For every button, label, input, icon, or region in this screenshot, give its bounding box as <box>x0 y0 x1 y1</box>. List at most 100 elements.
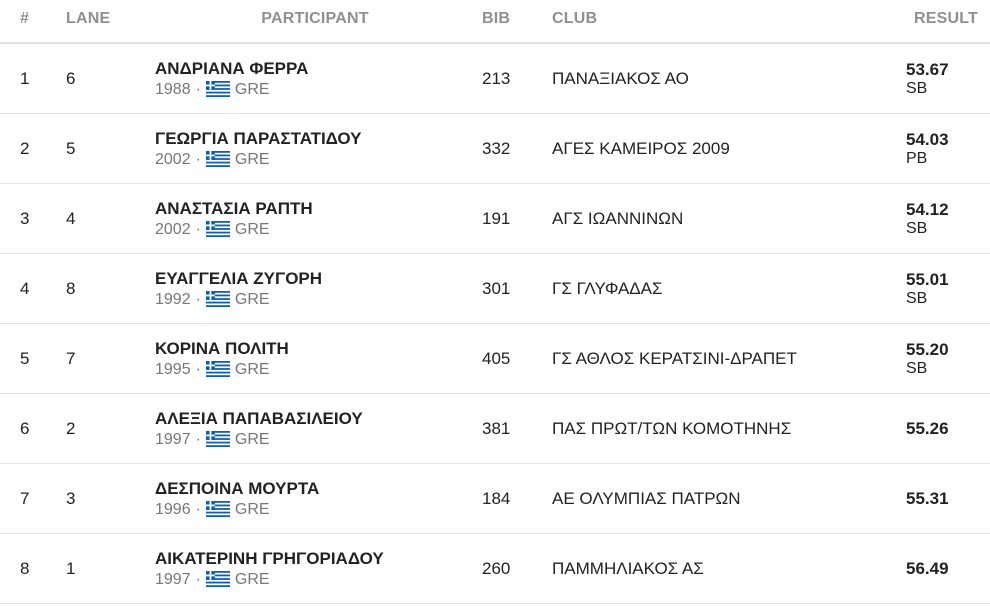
result-cell: 55.26 <box>906 394 986 463</box>
lane-value: 7 <box>66 348 76 368</box>
result-cell: 54.12 SB <box>906 184 986 253</box>
table-row[interactable]: 7 3 ΔΕΣΠΟΙΝΑ ΜΟΥΡΤΑ 1996 · GRE 1 <box>0 464 990 534</box>
position-value: 6 <box>20 418 30 438</box>
table-row[interactable]: 1 6 ΑΝΔΡΙΑΝΑ ΦΕΡΡΑ 1988 · GRE 21 <box>0 44 990 114</box>
table-body: 1 6 ΑΝΔΡΙΑΝΑ ΦΕΡΡΑ 1988 · GRE 2 1 <box>0 44 990 604</box>
club-cell: ΓΣ ΑΘΛΟΣ ΚΕΡΑΤΣΙΝΙ-ΔΡΑΠΕΤ <box>552 324 892 393</box>
participant-name[interactable]: ΑΝΔΡΙΑΝΑ ΦΕΡΡΑ <box>155 58 309 78</box>
participant-cell: ΑΝΑΣΤΑΣΙΑ ΡΑΠΤΗ 2002 · GRE <box>155 184 475 253</box>
lane-cell: 6 <box>66 44 126 113</box>
bib-value: 301 <box>482 278 511 298</box>
club-name: ΑΕ ΟΛΥΜΠΙΑΣ ΠΑΤΡΩΝ <box>552 488 741 508</box>
lane-value: 3 <box>66 488 76 508</box>
participant-cell: ΔΕΣΠΟΙΝΑ ΜΟΥΡΤΑ 1996 · GRE <box>155 464 475 533</box>
lane-cell: 5 <box>66 114 126 183</box>
result-time: 53.67 <box>906 59 949 79</box>
club-cell: ΠΑΣ ΠΡΩΤ/ΤΩΝ ΚΟΜΟΤΗΝΗΣ <box>552 394 892 463</box>
separator: · <box>195 80 201 98</box>
position-value: 2 <box>20 138 30 158</box>
result-note: SB <box>906 219 928 237</box>
table-row[interactable]: 4 8 ΕΥΑΓΓΕΛΙΑ ΖΥΓΟΡΗ 1992 · GRE <box>0 254 990 324</box>
header-result[interactable]: RESULT <box>913 10 978 27</box>
lane-value: 4 <box>66 208 76 228</box>
birth-year: 1997 <box>155 570 191 588</box>
position-value: 5 <box>20 348 30 368</box>
position-value: 8 <box>20 558 30 578</box>
birth-year: 1992 <box>155 290 191 308</box>
result-time: 55.20 <box>906 339 949 359</box>
participant-name[interactable]: ΑΝΑΣΤΑΣΙΑ ΡΑΠΤΗ <box>155 198 313 218</box>
participant-meta: 1995 · GRE <box>155 359 270 380</box>
table-row[interactable]: 6 2 ΑΛΕΞΙΑ ΠΑΠΑΒΑΣΙΛΕΙΟΥ 1997 · GRE <box>0 394 990 464</box>
bib-cell: 301 <box>482 254 542 323</box>
header-lane[interactable]: LANE <box>66 10 111 27</box>
birth-year: 1997 <box>155 430 191 448</box>
participant-cell: ΑΛΕΞΙΑ ΠΑΠΑΒΑΣΙΛΕΙΟΥ 1997 · GRE <box>155 394 475 463</box>
participant-meta: 2002 · GRE <box>155 149 270 170</box>
club-name: ΠΑΣ ΠΡΩΤ/ΤΩΝ ΚΟΜΟΤΗΝΗΣ <box>552 418 792 438</box>
lane-cell: 8 <box>66 254 126 323</box>
participant-name[interactable]: ΑΛΕΞΙΑ ΠΑΠΑΒΑΣΙΛΕΙΟΥ <box>155 408 363 428</box>
club-name: ΠΑΝΑΞΙΑΚΟΣ ΑΟ <box>552 68 689 88</box>
participant-meta: 2002 · GRE <box>155 219 270 240</box>
participant-cell: ΑΝΔΡΙΑΝΑ ΦΕΡΡΑ 1988 · GRE <box>155 44 475 113</box>
bib-value: 381 <box>482 418 511 438</box>
position-value: 3 <box>20 208 30 228</box>
bib-cell: 191 <box>482 184 542 253</box>
result-time: 54.03 <box>906 129 949 149</box>
greece-flag-icon <box>205 291 230 307</box>
result-note: SB <box>906 79 928 97</box>
header-club[interactable]: CLUB <box>552 10 598 27</box>
lane-value: 6 <box>66 68 76 88</box>
country-code: GRE <box>234 430 270 448</box>
lane-cell: 3 <box>66 464 126 533</box>
birth-year: 2002 <box>155 150 191 168</box>
club-name: ΠΑΜΜΗΛΙΑΚΟΣ ΑΣ <box>552 558 704 578</box>
lane-cell: 2 <box>66 394 126 463</box>
participant-name[interactable]: ΕΥΑΓΓΕΛΙΑ ΖΥΓΟΡΗ <box>155 268 323 288</box>
bib-cell: 260 <box>482 534 542 603</box>
header-position[interactable]: # <box>20 10 30 27</box>
result-note: SB <box>906 289 928 307</box>
table-header: # LANE PARTICIPANT BIB CLUB RESULT <box>0 0 990 44</box>
position-cell: 3 <box>20 184 50 253</box>
greece-flag-icon <box>205 221 230 237</box>
bib-value: 184 <box>482 488 511 508</box>
position-cell: 5 <box>20 324 50 393</box>
position-value: 1 <box>20 68 30 88</box>
header-participant[interactable]: PARTICIPANT <box>261 10 369 27</box>
birth-year: 1996 <box>155 500 191 518</box>
participant-cell: ΓΕΩΡΓΙΑ ΠΑΡΑΣΤΑΤΙΔΟΥ 2002 · GRE <box>155 114 475 183</box>
club-cell: ΑΓΣ ΙΩΑΝΝΙΝΩΝ <box>552 184 892 253</box>
country-code: GRE <box>234 220 270 238</box>
birth-year: 2002 <box>155 220 191 238</box>
greece-flag-icon <box>205 361 230 377</box>
bib-cell: 332 <box>482 114 542 183</box>
birth-year: 1995 <box>155 360 191 378</box>
result-note: PB <box>906 149 928 167</box>
participant-name[interactable]: ΚΟΡΙΝΑ ΠΟΛΙΤΗ <box>155 338 289 358</box>
position-value: 7 <box>20 488 30 508</box>
table-row[interactable]: 8 1 ΑΙΚΑΤΕΡΙΝΗ ΓΡΗΓΟΡΙΑΔΟΥ 1997 · GRE <box>0 534 990 604</box>
greece-flag-icon <box>205 431 230 447</box>
participant-name[interactable]: ΑΙΚΑΤΕΡΙΝΗ ΓΡΗΓΟΡΙΑΔΟΥ <box>155 548 384 568</box>
header-bib[interactable]: BIB <box>482 10 511 27</box>
table-row[interactable]: 2 5 ΓΕΩΡΓΙΑ ΠΑΡΑΣΤΑΤΙΔΟΥ 2002 · GRE <box>0 114 990 184</box>
club-cell: ΓΣ ΓΛΥΦΑΔΑΣ <box>552 254 892 323</box>
lane-cell: 4 <box>66 184 126 253</box>
participant-cell: ΕΥΑΓΓΕΛΙΑ ΖΥΓΟΡΗ 1992 · GRE <box>155 254 475 323</box>
participant-meta: 1988 · GRE <box>155 79 270 100</box>
bib-cell: 213 <box>482 44 542 113</box>
separator: · <box>195 150 201 168</box>
participant-cell: ΑΙΚΑΤΕΡΙΝΗ ΓΡΗΓΟΡΙΑΔΟΥ 1997 · GRE <box>155 534 475 603</box>
table-row[interactable]: 5 7 ΚΟΡΙΝΑ ΠΟΛΙΤΗ 1995 · GRE 405 <box>0 324 990 394</box>
participant-name[interactable]: ΓΕΩΡΓΙΑ ΠΑΡΑΣΤΑΤΙΔΟΥ <box>155 128 362 148</box>
country-code: GRE <box>234 500 270 518</box>
lane-value: 8 <box>66 278 76 298</box>
table-row[interactable]: 3 4 ΑΝΑΣΤΑΣΙΑ ΡΑΠΤΗ 2002 · GRE 1 <box>0 184 990 254</box>
bib-cell: 184 <box>482 464 542 533</box>
result-cell: 56.49 <box>906 534 986 603</box>
bib-cell: 405 <box>482 324 542 393</box>
participant-name[interactable]: ΔΕΣΠΟΙΝΑ ΜΟΥΡΤΑ <box>155 478 320 498</box>
